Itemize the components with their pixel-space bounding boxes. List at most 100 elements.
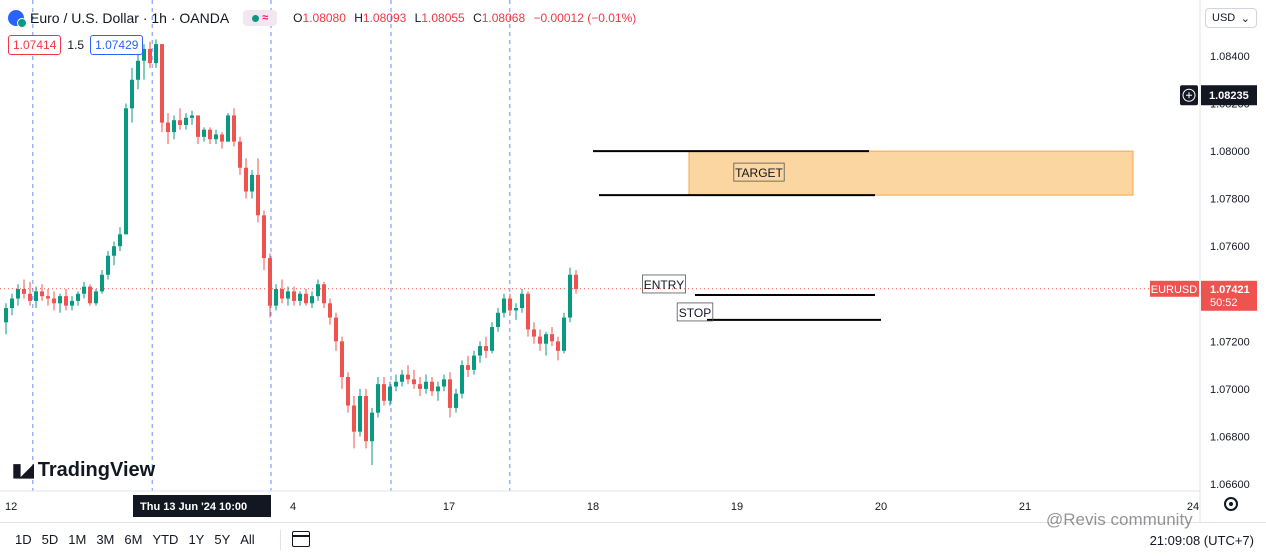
candle-body [376,384,380,413]
candle-body [304,293,308,304]
candle-body [310,296,314,304]
candle-body [292,291,296,301]
candle-body [364,396,368,442]
range-button-1m[interactable]: 1M [68,532,87,547]
chevron-down-icon: ⌄ [1240,12,1250,25]
symbol-tag-label: EURUSD [1151,284,1198,296]
annotation-labels: TARGET ENTRY STOP [642,162,785,322]
countdown-label: 50:52 [1210,297,1238,309]
candle-body [520,293,524,309]
range-button-5y[interactable]: 5Y [214,532,231,547]
candle-body [358,396,362,432]
crosshair-price-tag [1201,85,1257,106]
range-button-1y[interactable]: 1Y [188,532,205,547]
range-button-6m[interactable]: 6M [124,532,143,547]
candle-body [340,341,344,377]
chart-header: Euro / U.S. Dollar · 1h · OANDA ≈ O1.080… [8,8,641,28]
ohlc-high-label: H [354,11,363,25]
price-tick-label: 1.08000 [1210,146,1250,158]
range-button-ytd[interactable]: YTD [152,532,179,547]
candle-body [52,298,56,304]
time-tick-label: Thu 13 Jun '24 10:00 [140,501,247,513]
candle-body [496,312,500,328]
price-tick-label: 1.06800 [1210,431,1250,443]
candle-body [178,120,182,125]
ohlc-low-value: 1.08055 [421,11,465,25]
range-button-all[interactable]: All [240,532,255,547]
buy-price-button[interactable]: 1.07429 [90,35,144,55]
range-button-1d[interactable]: 1D [15,532,32,547]
price-axis-ticks: 1.084001.082001.080001.078001.076001.074… [1210,51,1250,491]
candle-body [76,293,80,301]
tradingview-logo[interactable]: ▮◢ TradingView [12,459,155,482]
bottom-toolbar: 1D 5D 1M 3M 6M YTD 1Y 5Y All 21:09:08 (U… [0,522,1266,559]
ohlc-high-value: 1.08093 [362,11,407,25]
candle-body [154,44,158,64]
candle-body [202,129,206,137]
bid-ask-panel: 1.07414 1.5 1.07429 [8,35,144,55]
candle-body [508,298,512,311]
ohlc-change: −0.00012 (−0.01%) [533,11,637,25]
candle-body [4,308,8,323]
candle-body [490,327,494,351]
target-zone-rect [688,150,1134,196]
range-button-5d[interactable]: 5D [41,532,59,547]
candle-body [346,377,350,406]
market-open-dot-icon [252,14,260,22]
tradingview-mark-icon: ▮◢ [12,460,34,480]
range-button-3m[interactable]: 3M [96,532,115,547]
candle-body [436,386,440,392]
calendar-icon[interactable] [292,531,310,547]
price-tick-label: 1.08400 [1210,51,1250,63]
clock-readout[interactable]: 21:09:08 (UTC+7) [1149,533,1254,548]
gear-icon[interactable] [1224,497,1238,511]
spread-value: 1.5 [67,38,85,52]
candle-body [184,117,188,125]
target-label-box [733,162,785,182]
candle-body [502,298,506,313]
stop-label: STOP [679,306,711,320]
candle-body [442,379,446,387]
candle-body [406,374,410,380]
candle-body [574,274,578,290]
candle-body [70,300,74,306]
time-tick-label: 18 [587,501,599,513]
candle-body [322,284,326,304]
time-tick-label: 17 [443,501,455,513]
candle-body [316,284,320,297]
market-status-badge[interactable]: ≈ [243,10,278,26]
candle-body [136,60,140,80]
symbol-title[interactable]: Euro / U.S. Dollar · 1h · OANDA [30,10,230,26]
candle-body [544,334,548,344]
candle-body [250,174,254,192]
candle-body [208,129,212,140]
currency-select[interactable]: USD ⌄ [1205,8,1257,28]
session-breaks [32,0,511,491]
time-tick-label: 20 [875,501,887,513]
candle-body [190,115,194,118]
candle-body [400,374,404,382]
candle-body [556,341,560,351]
candle-body [22,289,26,294]
candle-body [538,336,542,344]
entry-label-box [642,274,686,294]
candle-body [328,303,332,318]
candle-body [478,346,482,356]
candle-body [238,141,242,168]
candles [4,39,578,465]
candle-body [430,381,434,392]
candle-body [160,44,164,123]
candle-body [286,291,290,299]
candle-body [394,381,398,387]
time-tick-label: 19 [731,501,743,513]
range-buttons: 1D 5D 1M 3M 6M YTD 1Y 5Y All [10,532,260,547]
price-tick-label: 1.07800 [1210,194,1250,206]
target-label: TARGET [735,166,783,180]
target-zone [688,150,1134,196]
candle-body [88,286,92,304]
sell-price-button[interactable]: 1.07414 [8,35,62,55]
entry-label: ENTRY [644,278,684,292]
price-tick-label: 1.07600 [1210,241,1250,253]
